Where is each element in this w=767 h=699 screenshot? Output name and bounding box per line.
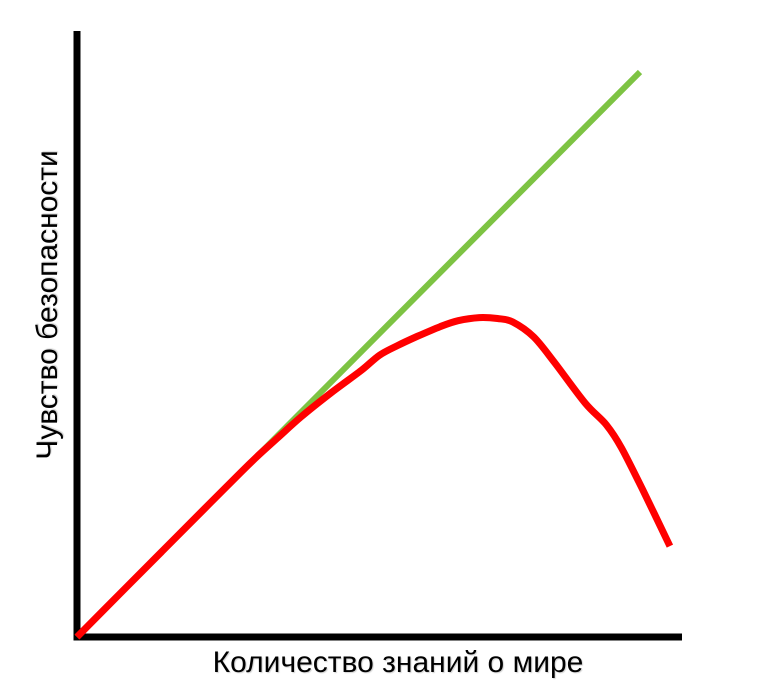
x-axis-label: Количество знаний о мире [212, 646, 584, 679]
red-curve [74, 314, 674, 640]
y-axis-label: Чувство безопасности [30, 150, 64, 460]
